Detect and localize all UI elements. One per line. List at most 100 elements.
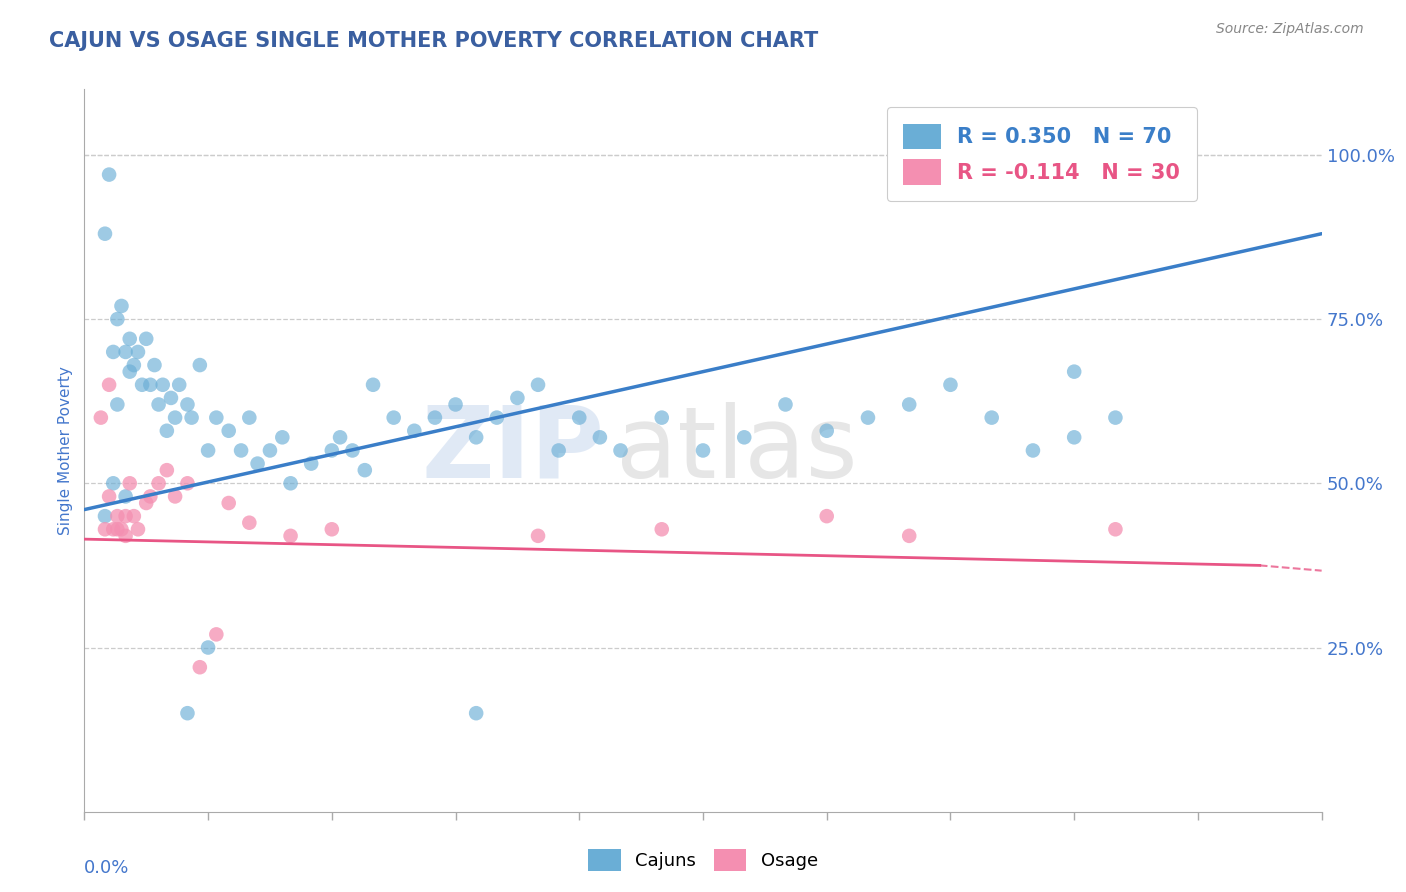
Point [118, 476, 141, 491]
Point [939, 377, 962, 392]
Point [527, 529, 550, 543]
Point [815, 509, 838, 524]
Point [280, 529, 302, 543]
Point [1063, 365, 1085, 379]
Point [815, 424, 838, 438]
Point [353, 463, 375, 477]
Point [156, 463, 179, 477]
Point [229, 443, 252, 458]
Point [321, 522, 343, 536]
Point [135, 332, 157, 346]
Point [733, 430, 755, 444]
Point [218, 424, 240, 438]
Point [271, 430, 294, 444]
Point [94, 509, 117, 524]
Text: atlas: atlas [616, 402, 858, 499]
Point [148, 476, 170, 491]
Point [506, 391, 529, 405]
Point [280, 476, 302, 491]
Point [176, 476, 198, 491]
Point [114, 529, 136, 543]
Point [188, 660, 211, 674]
Point [1063, 430, 1085, 444]
Point [444, 397, 467, 411]
Point [423, 410, 446, 425]
Point [122, 358, 145, 372]
Point [118, 365, 141, 379]
Point [139, 490, 162, 504]
Point [110, 299, 132, 313]
Point [465, 430, 488, 444]
Point [485, 410, 508, 425]
Point [651, 522, 673, 536]
Point [103, 476, 125, 491]
Point [1104, 522, 1126, 536]
Point [98, 490, 121, 504]
Point [361, 377, 384, 392]
Point [205, 410, 228, 425]
Point [105, 397, 128, 411]
Point [246, 457, 269, 471]
Point [131, 377, 153, 392]
Point [105, 509, 128, 524]
Point [176, 706, 198, 721]
Point [568, 410, 591, 425]
Point [547, 443, 569, 458]
Y-axis label: Single Mother Poverty: Single Mother Poverty [58, 366, 73, 535]
Point [197, 640, 219, 655]
Point [589, 430, 612, 444]
Point [609, 443, 631, 458]
Point [205, 627, 228, 641]
Point [980, 410, 1002, 425]
Point [651, 410, 673, 425]
Legend: R = 0.350   N = 70, R = -0.114   N = 30: R = 0.350 N = 70, R = -0.114 N = 30 [887, 107, 1197, 202]
Point [160, 391, 183, 405]
Point [465, 706, 488, 721]
Point [180, 410, 202, 425]
Point [404, 424, 426, 438]
Point [114, 490, 136, 504]
Point [775, 397, 797, 411]
Point [139, 377, 162, 392]
Point [382, 410, 405, 425]
Point [692, 443, 714, 458]
Point [188, 358, 211, 372]
Point [143, 358, 166, 372]
Point [342, 443, 364, 458]
Point [856, 410, 879, 425]
Text: CAJUN VS OSAGE SINGLE MOTHER POVERTY CORRELATION CHART: CAJUN VS OSAGE SINGLE MOTHER POVERTY COR… [49, 31, 818, 51]
Point [165, 410, 187, 425]
Point [898, 529, 921, 543]
Point [118, 332, 141, 346]
Point [152, 377, 174, 392]
Point [135, 496, 157, 510]
Point [299, 457, 322, 471]
Point [238, 516, 260, 530]
Point [110, 522, 132, 536]
Point [90, 410, 112, 425]
Point [114, 345, 136, 359]
Text: 0.0%: 0.0% [84, 859, 129, 877]
Point [98, 377, 121, 392]
Point [156, 424, 179, 438]
Legend: Cajuns, Osage: Cajuns, Osage [581, 842, 825, 879]
Point [127, 522, 149, 536]
Point [1022, 443, 1045, 458]
Point [94, 522, 117, 536]
Point [176, 397, 198, 411]
Text: ZIP: ZIP [422, 402, 605, 499]
Point [329, 430, 352, 444]
Point [197, 443, 219, 458]
Point [103, 522, 125, 536]
Point [105, 312, 128, 326]
Point [114, 509, 136, 524]
Point [1104, 410, 1126, 425]
Point [94, 227, 117, 241]
Point [218, 496, 240, 510]
Point [898, 397, 921, 411]
Point [167, 377, 190, 392]
Point [527, 377, 550, 392]
Text: Source: ZipAtlas.com: Source: ZipAtlas.com [1216, 22, 1364, 37]
Point [165, 490, 187, 504]
Point [105, 522, 128, 536]
